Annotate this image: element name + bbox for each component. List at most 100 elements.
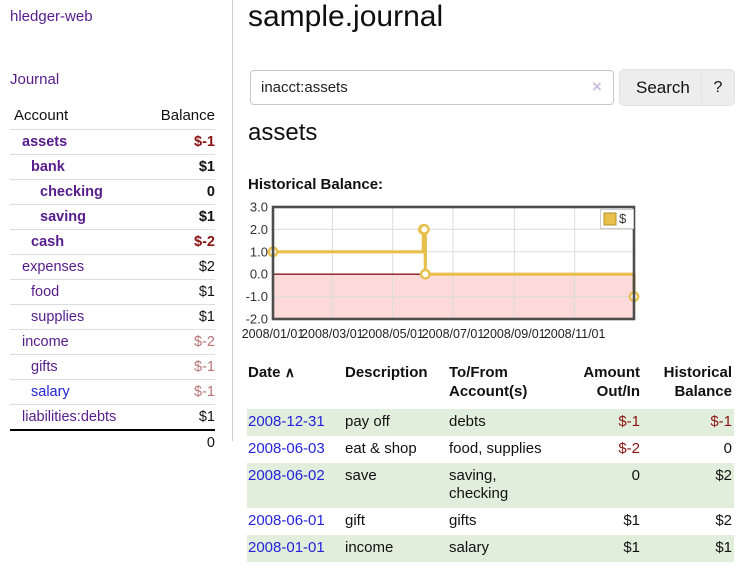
y-tick-label: 1.0 [250, 244, 268, 259]
table-row: 2008-12-31 pay off debts $-1 $-1 [247, 409, 734, 436]
account-row: expenses $2 [10, 255, 215, 280]
account-balance: $-2 [194, 334, 215, 350]
account-column-header: Account [14, 107, 69, 124]
account-link[interactable]: gifts [31, 359, 58, 375]
table-row: 2008-06-03 eat & shop food, supplies $-2 0 [247, 436, 734, 463]
account-row: assets $-1 [10, 130, 215, 155]
account-balance: $1 [198, 309, 215, 325]
account-balance: $1 [198, 159, 215, 175]
amount-cell: $-1 [618, 413, 640, 430]
date-cell: 2008-06-02 [247, 463, 344, 508]
help-button[interactable]: ? [701, 69, 735, 106]
account-row: food $1 [10, 280, 215, 305]
account-row: gifts $-1 [10, 355, 215, 380]
data-point-marker [419, 268, 431, 280]
transaction-date-link[interactable]: 2008-01-01 [248, 539, 325, 556]
accounts-cell: saving, checking [449, 467, 509, 502]
account-balance: $-1 [194, 134, 215, 150]
accounts-column-header: To/From Account(s) [449, 364, 528, 400]
sort-asc-icon: ∧ [284, 364, 295, 380]
account-link[interactable]: bank [31, 159, 65, 175]
accounts-cell: salary [449, 539, 490, 556]
account-link[interactable]: checking [40, 184, 103, 200]
x-tick-label: 2008/01/01 [242, 327, 305, 341]
description-cell: eat & shop [345, 440, 417, 457]
date-column-header[interactable]: Date ∧ [248, 364, 295, 381]
sidebar-divider [232, 0, 233, 441]
x-tick-label: 2008/09/01 [483, 327, 546, 341]
balance-column-header: Historical Balance [663, 364, 732, 400]
search-input[interactable] [250, 70, 614, 105]
search-button[interactable]: Search [619, 69, 707, 106]
account-balance: 0 [206, 184, 215, 200]
amount-cell: $1 [623, 539, 640, 556]
description-cell: gift [345, 512, 366, 529]
legend-swatch [603, 212, 617, 226]
account-link[interactable]: food [31, 284, 60, 300]
y-tick-label: 2.0 [250, 222, 268, 237]
account-balance: $2 [198, 259, 215, 275]
x-tick-label: 2008/03/01 [301, 327, 364, 341]
transaction-date-link[interactable]: 2008-06-03 [248, 440, 325, 457]
account-balance: $1 [198, 284, 215, 300]
account-link[interactable]: liabilities:debts [22, 409, 117, 425]
account-link[interactable]: income [22, 334, 69, 350]
balance-cell: $1 [715, 539, 732, 556]
description-column-header: Description [345, 364, 428, 381]
amount-cell: $1 [623, 512, 640, 529]
account-balance: $1 [198, 409, 215, 425]
account-row: cash $-2 [10, 230, 215, 255]
balance-cell: 0 [723, 440, 732, 457]
page-title: sample.journal [248, 0, 444, 33]
description-cell: save [345, 467, 377, 484]
accounts-cell: food, supplies [449, 440, 542, 457]
sidebar: hledger-web Journal Account Balance asse… [0, 0, 233, 582]
legend-label: $ [619, 211, 627, 226]
account-tree-total: 0 [10, 429, 215, 455]
account-tree: Account Balance assets $-1 bank $1 checking 0… [10, 104, 215, 455]
table-row: 2008-06-02 save saving, checking 0 $2 [247, 463, 734, 508]
data-point-marker [418, 224, 430, 235]
transaction-date-link[interactable]: 2008-12-31 [248, 413, 325, 430]
table-row: 2008-06-01 gift gifts $1 $2 [247, 508, 734, 535]
chart-label: Historical Balance: [248, 176, 384, 193]
accounts-cell: debts [449, 413, 486, 430]
x-tick-label: 2008/07/01 [422, 327, 485, 341]
date-cell: 2008-06-03 [247, 436, 344, 463]
account-balance: $-1 [194, 359, 215, 375]
register-table: Date ∧ Description To/From Account(s) Am… [247, 361, 734, 562]
amount-cell: 0 [631, 467, 640, 484]
account-link[interactable]: saving [40, 209, 86, 225]
account-link[interactable]: cash [31, 234, 65, 250]
account-link[interactable]: expenses [22, 259, 85, 275]
date-cell: 2008-06-01 [247, 508, 344, 535]
date-cell: 2008-01-01 [247, 535, 344, 562]
balance-cell: $2 [715, 512, 732, 529]
account-row: bank $1 [10, 155, 215, 180]
description-cell: income [345, 539, 394, 556]
y-tick-label: 3.0 [250, 200, 268, 215]
account-row: checking 0 [10, 180, 215, 205]
account-balance: $-2 [194, 234, 215, 250]
account-link[interactable]: supplies [31, 309, 85, 325]
description-cell: pay off [345, 413, 390, 430]
amount-column-header: Amount Out/In [583, 364, 640, 400]
y-tick-label: -2.0 [246, 312, 268, 327]
account-row: supplies $1 [10, 305, 215, 330]
accounts-cell: gifts [449, 512, 477, 529]
transaction-date-link[interactable]: 2008-06-02 [248, 467, 325, 484]
sidebar-item-journal[interactable]: Journal [10, 71, 60, 88]
balance-cell: $2 [715, 467, 732, 484]
date-cell: 2008-12-31 [247, 409, 344, 436]
account-link[interactable]: assets [22, 134, 68, 150]
plot-border [271, 205, 636, 321]
x-tick-label: 2008/11/01 [544, 327, 606, 341]
balance-column-header: Balance [160, 107, 215, 124]
account-row: saving $1 [10, 205, 215, 230]
account-row: income $-2 [10, 330, 215, 355]
brand-link[interactable]: hledger-web [10, 8, 93, 25]
account-tree-header: Account Balance [10, 104, 215, 130]
account-link[interactable]: salary [31, 384, 70, 400]
clear-search-icon[interactable]: × [592, 77, 602, 96]
transaction-date-link[interactable]: 2008-06-01 [248, 512, 325, 529]
